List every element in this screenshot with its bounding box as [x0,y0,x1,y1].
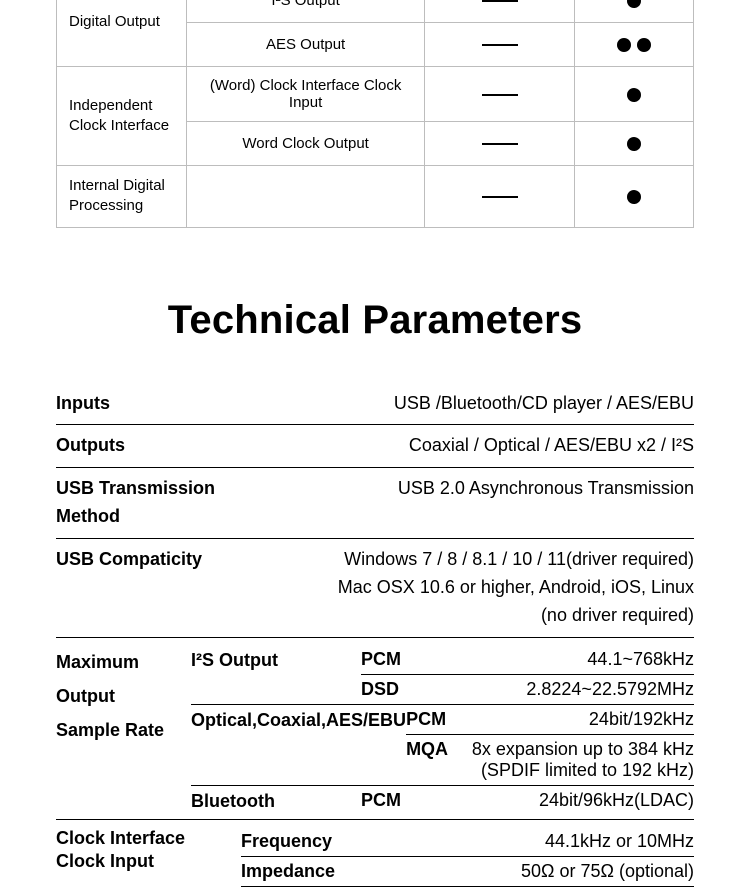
cell-clock-output: Word Clock Output [186,122,425,166]
spec-label: Inputs [56,390,276,418]
cell-dash [425,23,574,67]
fmt: PCM [361,790,421,811]
fmt: PCM [406,709,466,730]
clock-val: 44.1kHz or 10MHz [361,831,694,852]
row-head-clock-interface: Independent Clock Interface [57,67,187,166]
fmt: MQA [406,739,466,781]
spec-row-inputs: Inputs USB /Bluetooth/CD player / AES/EB… [56,383,694,426]
cell-clock-input: (Word) Clock Interface Clock Input [186,67,425,122]
clock-key: Impedance [241,861,361,882]
sample-rate-group-spdif: Optical,Coaxial,AES/EBU PCM24bit/192kHz … [191,705,694,786]
group-label: Optical,Coaxial,AES/EBU [191,705,406,785]
clock-key: Frequency [241,831,361,852]
spec-label: Outputs [56,432,276,460]
cell-dot [574,122,693,166]
row-head-internal: Internal Digital Processing [57,166,187,228]
cell-dash [425,67,574,122]
sample-rate-group-bt: Bluetooth PCM24bit/96kHz(LDAC) [191,786,694,817]
val: 24bit/96kHz(LDAC) [421,790,694,811]
spec-row-outputs: Outputs Coaxial / Optical / AES/EBU x2 /… [56,425,694,468]
group-label: I²S Output [191,645,361,704]
fmt: DSD [361,679,421,700]
spec-value: Coaxial / Optical / AES/EBU x2 / I²S [276,432,694,460]
cell-dot [574,166,693,228]
val: 44.1~768kHz [421,649,694,670]
cell-dash [425,0,574,23]
cell-aes-output: AES Output [186,23,425,67]
spec-value: Windows 7 / 8 / 8.1 / 10 / 11(driver req… [256,546,694,630]
group-label: Bluetooth [191,786,361,817]
cell-dot [574,0,693,23]
clock-heading: Clock Interface Clock Input [56,827,241,887]
clock-block: Clock Interface Clock Input Frequency44.… [56,820,694,887]
sample-rate-block: Maximum Output Sample Rate I²S Output PC… [56,638,694,820]
cell-i2s-output: I²S Output [186,0,425,23]
spec-value: USB /Bluetooth/CD player / AES/EBU [276,390,694,418]
val: 8x expansion up to 384 kHz (SPDIF limite… [466,739,694,781]
spec-row-usb-compat: USB Compaticity Windows 7 / 8 / 8.1 / 10… [56,539,694,638]
spec-label: USB Compaticity [56,546,256,630]
spec-value: USB 2.0 Asynchronous Transmission [276,475,694,531]
clock-val: 50Ω or 75Ω (optional) [361,861,694,882]
fmt: PCM [361,649,421,670]
cell-empty [186,166,425,228]
spec-list: Inputs USB /Bluetooth/CD player / AES/EB… [56,383,694,638]
sample-rate-heading: Maximum Output Sample Rate [56,645,191,817]
cell-dot2 [574,23,693,67]
val: 2.8224~22.5792MHz [421,679,694,700]
spec-label: USB Transmission Method [56,475,276,531]
feature-comparison-table: Digital Output I²S Output AES Output Ind… [56,0,694,228]
page-title: Technical Parameters [56,298,694,343]
row-head-digital-output: Digital Output [57,0,187,67]
spec-row-usb-method: USB Transmission Method USB 2.0 Asynchro… [56,468,694,539]
cell-dash [425,166,574,228]
val: 24bit/192kHz [466,709,694,730]
cell-dot [574,67,693,122]
cell-dash [425,122,574,166]
sample-rate-group-i2s: I²S Output PCM44.1~768kHz DSD2.8224~22.5… [191,645,694,705]
